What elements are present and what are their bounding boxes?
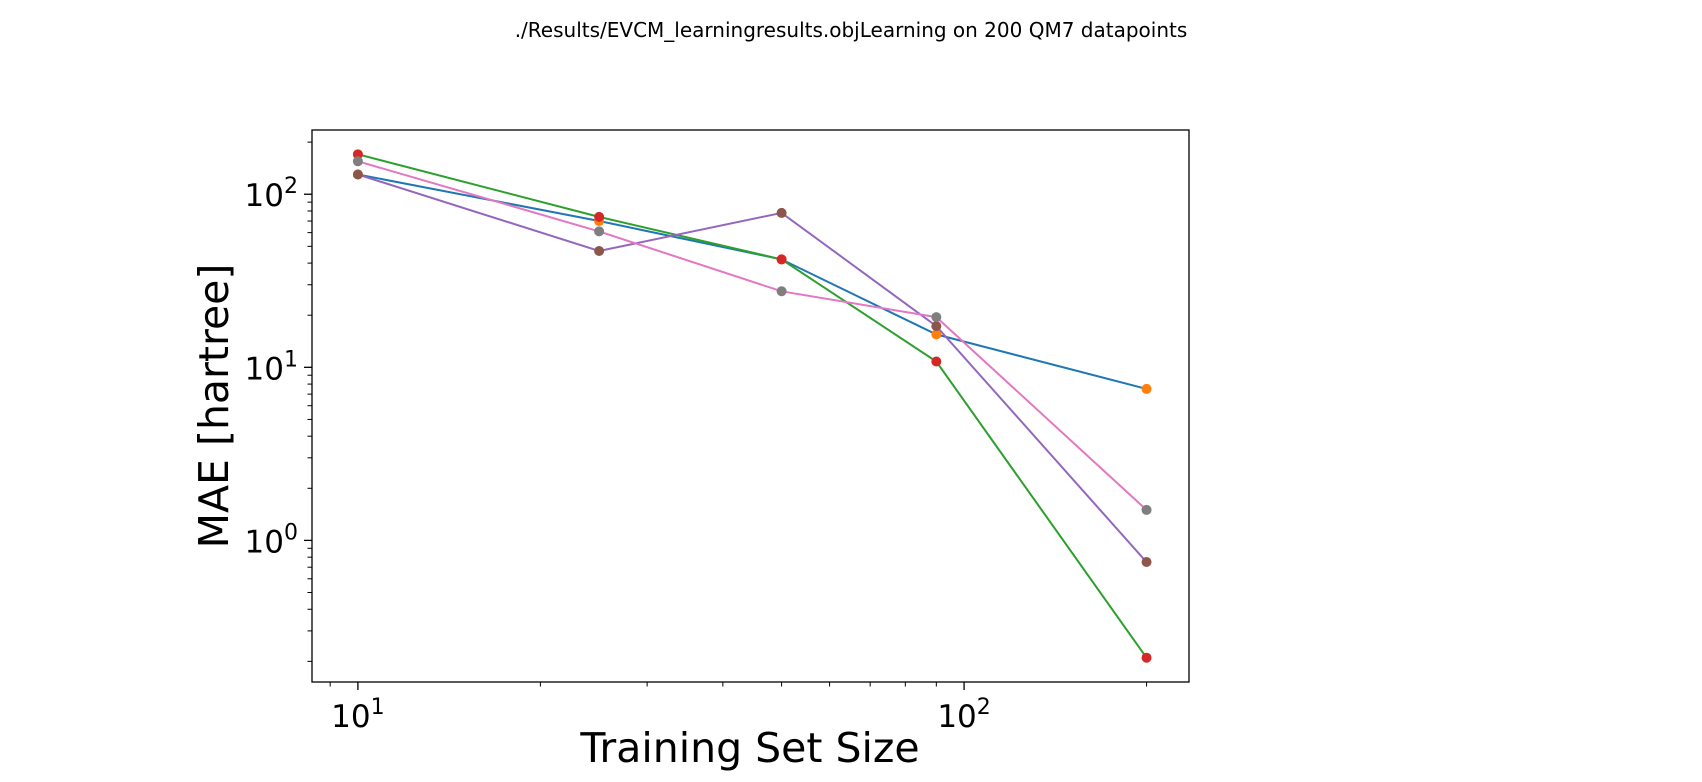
- series-2-point: [352, 149, 363, 160]
- series-3-point: [776, 207, 787, 218]
- series-4-point: [776, 286, 787, 297]
- series-1-point: [1141, 383, 1152, 394]
- y-tick-label: 102: [245, 174, 298, 214]
- series-line-3: [357, 173, 1148, 563]
- series-2-point: [1141, 652, 1152, 663]
- series-3-point: [1141, 557, 1152, 568]
- series-2-point: [594, 211, 605, 222]
- series-1-point: [931, 329, 942, 340]
- x-axis-label: Training Set Size: [579, 724, 919, 772]
- y-tick-label: 101: [245, 347, 298, 387]
- series-4-point: [594, 226, 605, 237]
- series-2-point: [931, 356, 942, 367]
- series-2-point: [776, 254, 787, 265]
- series-3-point: [594, 245, 605, 256]
- series-4-point: [352, 156, 363, 167]
- x-tick-label: 101: [331, 695, 384, 735]
- axis-layer: 101 102 100 101 102: [245, 141, 1148, 735]
- y-axis-label: MAE [hartree]: [190, 264, 238, 549]
- plot-frame: [311, 129, 1190, 683]
- series-line-4: [357, 160, 1148, 511]
- series-3-point: [931, 321, 942, 332]
- chart-title: ./Results/EVCM_learningresults.objLearni…: [514, 18, 1188, 42]
- x-tick-label: 102: [937, 695, 990, 735]
- series-layer: [352, 149, 1152, 663]
- series-line-2: [357, 153, 1148, 659]
- y-tick-label: 100: [245, 520, 298, 560]
- series-3-point: [352, 169, 363, 180]
- series-4-point: [1141, 504, 1152, 515]
- series-4-point: [931, 312, 942, 323]
